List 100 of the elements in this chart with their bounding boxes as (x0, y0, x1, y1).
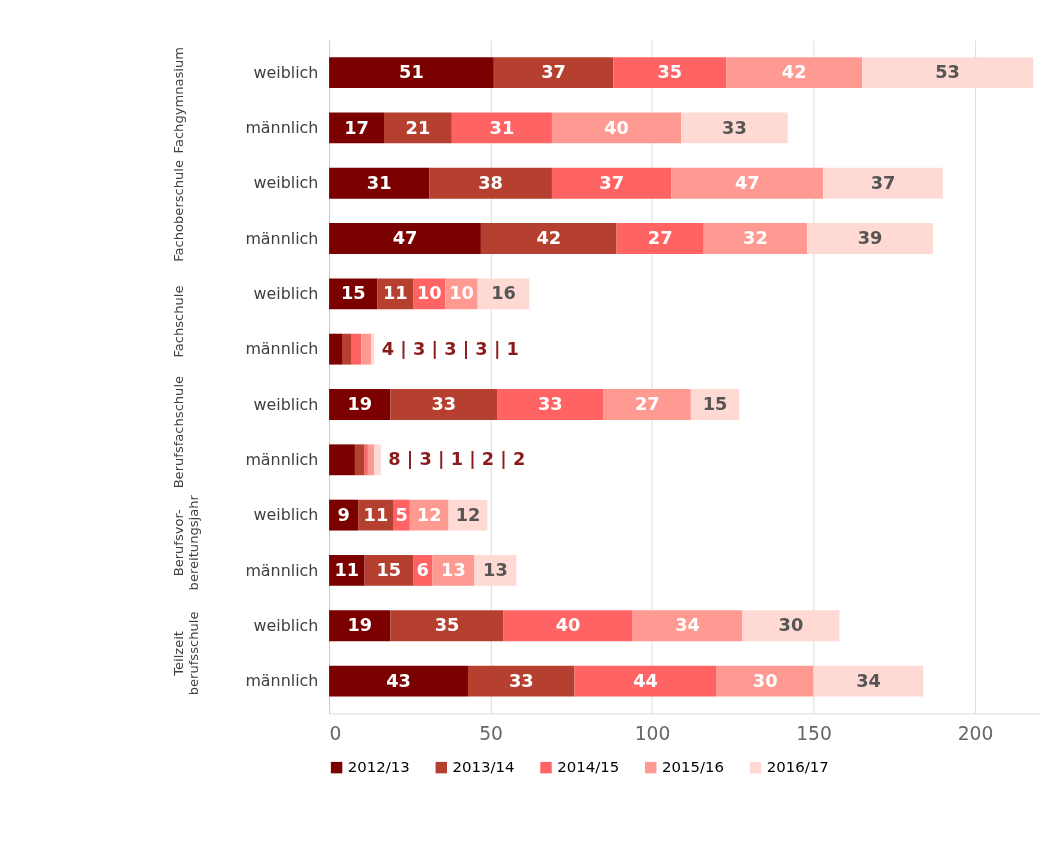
legend-label: 2012/13 (347, 758, 410, 777)
bar (551, 167, 672, 199)
data-label: 35 (434, 615, 460, 636)
bar (329, 333, 343, 365)
bar (862, 57, 1034, 88)
text: Fachoberschule (171, 159, 187, 262)
bar (329, 223, 481, 254)
bar (351, 333, 362, 365)
bar (364, 444, 368, 476)
data-label: 33 (537, 394, 563, 415)
bar (681, 112, 788, 144)
text: Berufsfachschule (171, 375, 187, 489)
data-label: 44 (633, 670, 658, 691)
bar (503, 610, 633, 642)
y-tick-label: weiblich (253, 505, 319, 525)
data-label: 17 (344, 117, 369, 138)
bar (716, 665, 814, 697)
y-tick-label: männlich (245, 228, 319, 248)
bar (390, 389, 498, 420)
data-label: 37 (541, 62, 566, 83)
bar (429, 167, 552, 199)
y-tick-label: weiblich (253, 615, 319, 635)
text: Teilzeit berufsschule (171, 611, 202, 696)
bar (603, 389, 691, 420)
data-label: 42 (536, 228, 562, 249)
legend-label: 2014/15 (557, 758, 620, 777)
bar (329, 610, 391, 642)
bar (329, 57, 494, 88)
data-label: 13 (441, 560, 466, 581)
bar (703, 223, 808, 254)
y-tick-label: weiblich (253, 394, 319, 414)
data-label: 37 (599, 172, 625, 193)
text: Fachgymnasium (171, 47, 187, 154)
data-label: 12 (416, 504, 442, 525)
y-tick-label: männlich (245, 339, 319, 359)
bar (329, 665, 468, 697)
bar (371, 333, 375, 365)
data-label: 5 (395, 504, 408, 525)
bar (726, 57, 863, 88)
bar (632, 610, 743, 642)
y-tick-label: männlich (245, 560, 319, 580)
data-label: 15 (376, 560, 402, 581)
x-tick-label: 150 (796, 723, 832, 745)
data-label: 11 (382, 283, 408, 304)
text: Fachschule (171, 285, 187, 358)
bar (374, 444, 381, 476)
data-label: 33 (722, 117, 747, 138)
bar (329, 112, 384, 144)
data-label: 33 (508, 670, 534, 691)
data-label: 15 (702, 394, 728, 415)
data-label: 42 (781, 62, 807, 83)
data-label: 19 (347, 615, 373, 636)
y-tick-label: weiblich (253, 283, 319, 303)
data-label: 19 (347, 394, 373, 415)
data-label: 34 (675, 615, 700, 636)
bar (497, 389, 604, 420)
legend-label: 2013/14 (452, 758, 515, 777)
data-label: 34 (856, 670, 881, 691)
data-label: 53 (935, 62, 960, 83)
data-label: 32 (743, 228, 768, 249)
annotation: 8 | 3 | 1 | 2 | 2 (388, 449, 526, 470)
bar (616, 223, 704, 254)
bar (823, 167, 943, 199)
y-tick-label: weiblich (253, 62, 319, 82)
data-label: 37 (870, 172, 896, 193)
annotation: 4 | 3 | 3 | 3 | 1 (381, 338, 519, 359)
legend-label: 2016/17 (766, 758, 829, 777)
bar (384, 112, 452, 144)
data-label: 33 (431, 394, 457, 415)
x-tick-label: 50 (479, 723, 503, 745)
bar (671, 167, 824, 199)
bar (480, 223, 617, 254)
data-label: 51 (399, 62, 424, 83)
bar (329, 389, 391, 420)
bar (613, 57, 727, 88)
bar (451, 112, 552, 144)
y-tick-label: männlich (245, 449, 319, 469)
x-tick-label: 0 (329, 723, 342, 745)
data-label: 30 (778, 615, 804, 636)
data-label: 13 (483, 560, 508, 581)
data-label: 30 (752, 670, 778, 691)
bar (493, 57, 614, 88)
bar (467, 665, 575, 697)
bar (807, 223, 934, 254)
data-label: 11 (334, 560, 360, 581)
bar (574, 665, 717, 697)
bar (329, 167, 430, 199)
y-tick-label: männlich (245, 671, 319, 691)
data-label: 31 (489, 117, 515, 138)
data-label: 31 (366, 172, 392, 193)
bar (367, 444, 375, 476)
bar (361, 333, 372, 365)
data-label: 35 (657, 62, 683, 83)
data-label: 40 (604, 117, 629, 138)
data-label: 9 (337, 504, 350, 525)
y-tick-label: männlich (245, 118, 319, 138)
bar (742, 610, 840, 642)
data-label: 21 (405, 117, 431, 138)
bar (342, 333, 352, 365)
bar (390, 610, 504, 642)
